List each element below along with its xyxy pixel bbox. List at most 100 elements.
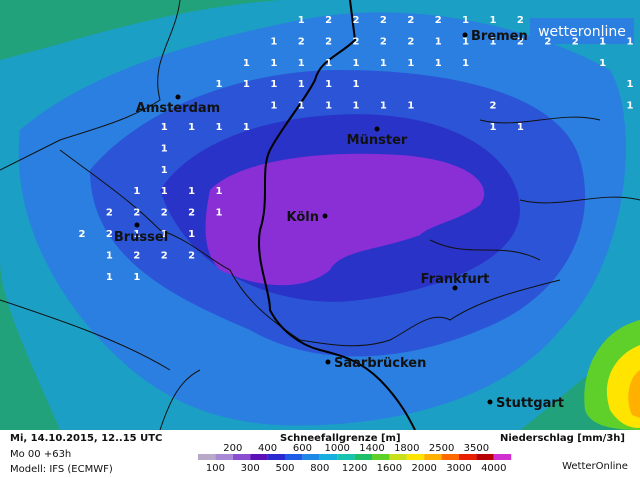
country-border [258, 0, 416, 431]
legend-label: 1000 [324, 443, 349, 454]
precip-value: 2 [353, 15, 360, 26]
precip-value: 2 [435, 15, 442, 26]
precip-value: 1 [435, 58, 442, 69]
brand: WetterOnline [562, 461, 628, 472]
precip-value: 1 [106, 272, 113, 283]
legend-swatch [319, 454, 338, 460]
city-label: Saarbrücken [334, 356, 426, 371]
legend-swatch [232, 454, 251, 460]
legend-swatch [459, 454, 477, 460]
precip-value: 1 [161, 143, 168, 154]
precip-value: 2 [298, 36, 305, 47]
city-label: Bremen [471, 29, 528, 44]
city-dot [487, 399, 493, 405]
precip-value: 1 [599, 58, 606, 69]
precip-value: 2 [490, 101, 497, 112]
precip-value: 1 [298, 101, 305, 112]
legend-swatch [267, 454, 285, 460]
precip-value: 1 [216, 79, 223, 90]
legend-swatch [285, 454, 303, 460]
legend-label: 3500 [464, 443, 489, 454]
city-label: Münster [347, 133, 408, 148]
precip-value: 1 [407, 101, 414, 112]
city-label: Amsterdam [136, 101, 220, 116]
run: Mo 00 +63h [10, 449, 71, 460]
legend-label: 1600 [377, 463, 402, 474]
legend-swatch [424, 454, 442, 460]
precip-value: 1 [216, 186, 223, 197]
precip-value: 2 [353, 36, 360, 47]
precip-value: 2 [325, 36, 332, 47]
precip-value: 1 [435, 36, 442, 47]
snow-title: Schneefallgrenze [m] [280, 433, 401, 444]
precip-value: 1 [270, 58, 277, 69]
precip-value: 1 [462, 58, 469, 69]
legend-swatch [493, 454, 512, 460]
precip-value: 2 [133, 250, 140, 261]
city-dot [175, 94, 181, 100]
precip-value: 1 [133, 229, 140, 240]
city-dot [134, 222, 140, 228]
precip-value: 1 [325, 101, 332, 112]
precip-value: 2 [79, 229, 86, 240]
precip-value: 2 [106, 208, 113, 219]
precip-value: 1 [298, 15, 305, 26]
precip-area [205, 153, 485, 286]
legend-label: 300 [241, 463, 260, 474]
model: Modell: IFS (ECMWF) [10, 464, 113, 475]
city-label: Brussel [114, 230, 168, 245]
logo: wetteronline [538, 24, 626, 40]
precip-value: 1 [161, 229, 168, 240]
legend-swatch [215, 454, 233, 460]
precip-value: 2 [407, 36, 414, 47]
legend-label: 600 [293, 443, 312, 454]
precip-value: 2 [106, 229, 113, 240]
precip-value: 1 [407, 58, 414, 69]
precip-value: 2 [407, 15, 414, 26]
precip-value: 1 [270, 36, 277, 47]
legend-swatch [302, 454, 320, 460]
precip-value: 1 [243, 58, 250, 69]
precip-value: 1 [161, 122, 168, 133]
logo-box [530, 18, 634, 44]
legend-label: 2000 [411, 463, 436, 474]
precip-value: 2 [517, 36, 524, 47]
precip-value: 1 [325, 79, 332, 90]
city-dot [374, 126, 380, 132]
legend-swatch [389, 454, 407, 460]
precip-value: 1 [270, 79, 277, 90]
precip-value: 2 [188, 208, 195, 219]
precip-value: 2 [188, 250, 195, 261]
precip-value: 1 [353, 101, 360, 112]
legend-label: 3000 [446, 463, 471, 474]
precip-value: 1 [599, 36, 606, 47]
precip-value: 1 [298, 79, 305, 90]
city-label: Stuttgart [496, 396, 564, 411]
precip-value: 1 [243, 122, 250, 133]
city-dot [452, 285, 458, 291]
precip-value: 1 [380, 101, 387, 112]
legend-label: 1800 [394, 443, 419, 454]
legend-label: 200 [223, 443, 242, 454]
legend-swatch [250, 454, 268, 460]
precip-area [628, 370, 640, 418]
precip-value: 1 [133, 186, 140, 197]
precip-value: 2 [380, 36, 387, 47]
precip-value: 1 [627, 79, 634, 90]
precip-value: 1 [462, 15, 469, 26]
precip-value: 1 [216, 208, 223, 219]
legend-swatch [441, 454, 459, 460]
city-dot [322, 213, 328, 219]
legend-swatch [337, 454, 355, 460]
legend-label: 2500 [429, 443, 454, 454]
legend-label: 1200 [342, 463, 367, 474]
precip-value: 1 [188, 186, 195, 197]
precip-value: 1 [298, 58, 305, 69]
precip-value: 1 [325, 58, 332, 69]
legend-swatch [476, 454, 494, 460]
precip-value: 1 [490, 15, 497, 26]
precip-value: 2 [161, 208, 168, 219]
precip-value: 1 [161, 186, 168, 197]
city-dot [325, 359, 331, 365]
